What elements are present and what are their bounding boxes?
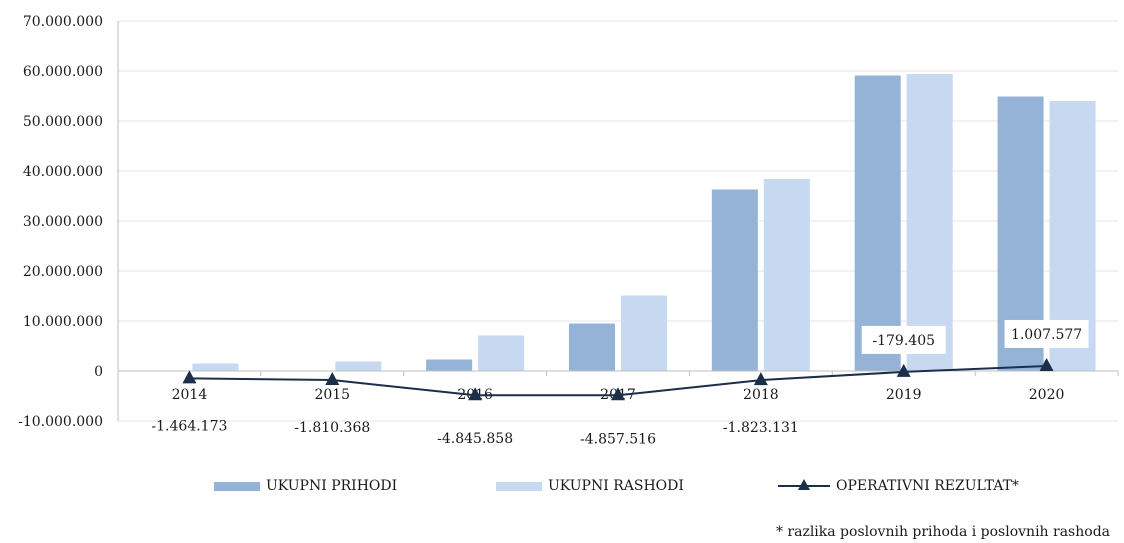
- data-label: -4.845.858: [437, 431, 513, 447]
- data-label: 1.007.577: [1011, 327, 1082, 343]
- legend-label-prihodi: UKUPNI PRIHODI: [266, 478, 398, 494]
- x-tick-label: 2018: [743, 387, 779, 403]
- marker-operativni-rezultat: [182, 370, 197, 384]
- marker-operativni-rezultat: [325, 372, 340, 386]
- marker-operativni-rezultat: [1039, 357, 1054, 371]
- legend-item-rashodi: UKUPNI RASHODI: [496, 478, 684, 494]
- legend-swatch-rezultat: [778, 479, 830, 493]
- legend-label-rezultat: OPERATIVNI REZULTAT*: [836, 478, 1019, 494]
- y-tick-label: 60.000.000: [23, 64, 103, 80]
- x-tick-label: 2020: [1029, 387, 1065, 403]
- bar-rashodi: [906, 74, 953, 371]
- y-tick-label: 70.000.000: [23, 14, 103, 30]
- legend-swatch-prihodi: [214, 481, 260, 491]
- bar-rashodi: [192, 363, 239, 371]
- chart-area: 70.000.000 60.000.000 50.000.000 40.000.000…: [18, 14, 1119, 447]
- bar-prihodi: [711, 189, 758, 371]
- y-tick-label: 40.000.000: [23, 164, 103, 180]
- bar-prihodi: [569, 323, 615, 371]
- marker-operativni-rezultat: [611, 387, 625, 401]
- y-tick-label: 10.000.000: [23, 314, 103, 330]
- data-label-box: [1004, 319, 1089, 348]
- y-tick-label: -10.000.000: [18, 414, 103, 430]
- footnote: * razlika poslovnih prihoda i poslovnih …: [775, 524, 1110, 540]
- data-label-box: [861, 325, 946, 354]
- y-tick-label: 20.000.000: [23, 264, 103, 280]
- legend-label-rashodi: UKUPNI RASHODI: [548, 478, 684, 494]
- y-tick-label: 50.000.000: [23, 114, 103, 130]
- data-label: -179.405: [872, 333, 935, 349]
- y-tick-label: 0: [94, 364, 103, 380]
- bar-rashodi: [335, 361, 382, 371]
- data-label: -1.823.131: [723, 420, 799, 436]
- data-label: -4.857.516: [580, 431, 656, 447]
- bar-rashodi: [763, 179, 810, 371]
- legend-item-rezultat: OPERATIVNI REZULTAT*: [778, 478, 1019, 494]
- x-tick-label: 2019: [886, 387, 922, 403]
- bar-rashodi: [621, 295, 667, 371]
- legend-item-prihodi: UKUPNI PRIHODI: [214, 478, 397, 494]
- data-label: -1.810.368: [294, 420, 370, 436]
- chart-legend: UKUPNI PRIHODI UKUPNI RASHODI OPERATIVNI…: [0, 478, 1124, 504]
- bar-rashodi: [478, 335, 525, 371]
- data-label: -1.464.173: [151, 418, 227, 434]
- y-tick-label: 30.000.000: [23, 214, 103, 230]
- marker-operativni-rezultat: [896, 363, 911, 377]
- bar-prihodi: [854, 75, 901, 371]
- marker-operativni-rezultat: [753, 372, 768, 386]
- bar-prihodi: [426, 359, 473, 371]
- x-tick-label: 2015: [314, 387, 350, 403]
- marker-operativni-rezultat: [468, 387, 483, 401]
- x-tick-label: 2014: [172, 387, 208, 403]
- legend-swatch-rashodi: [496, 481, 542, 491]
